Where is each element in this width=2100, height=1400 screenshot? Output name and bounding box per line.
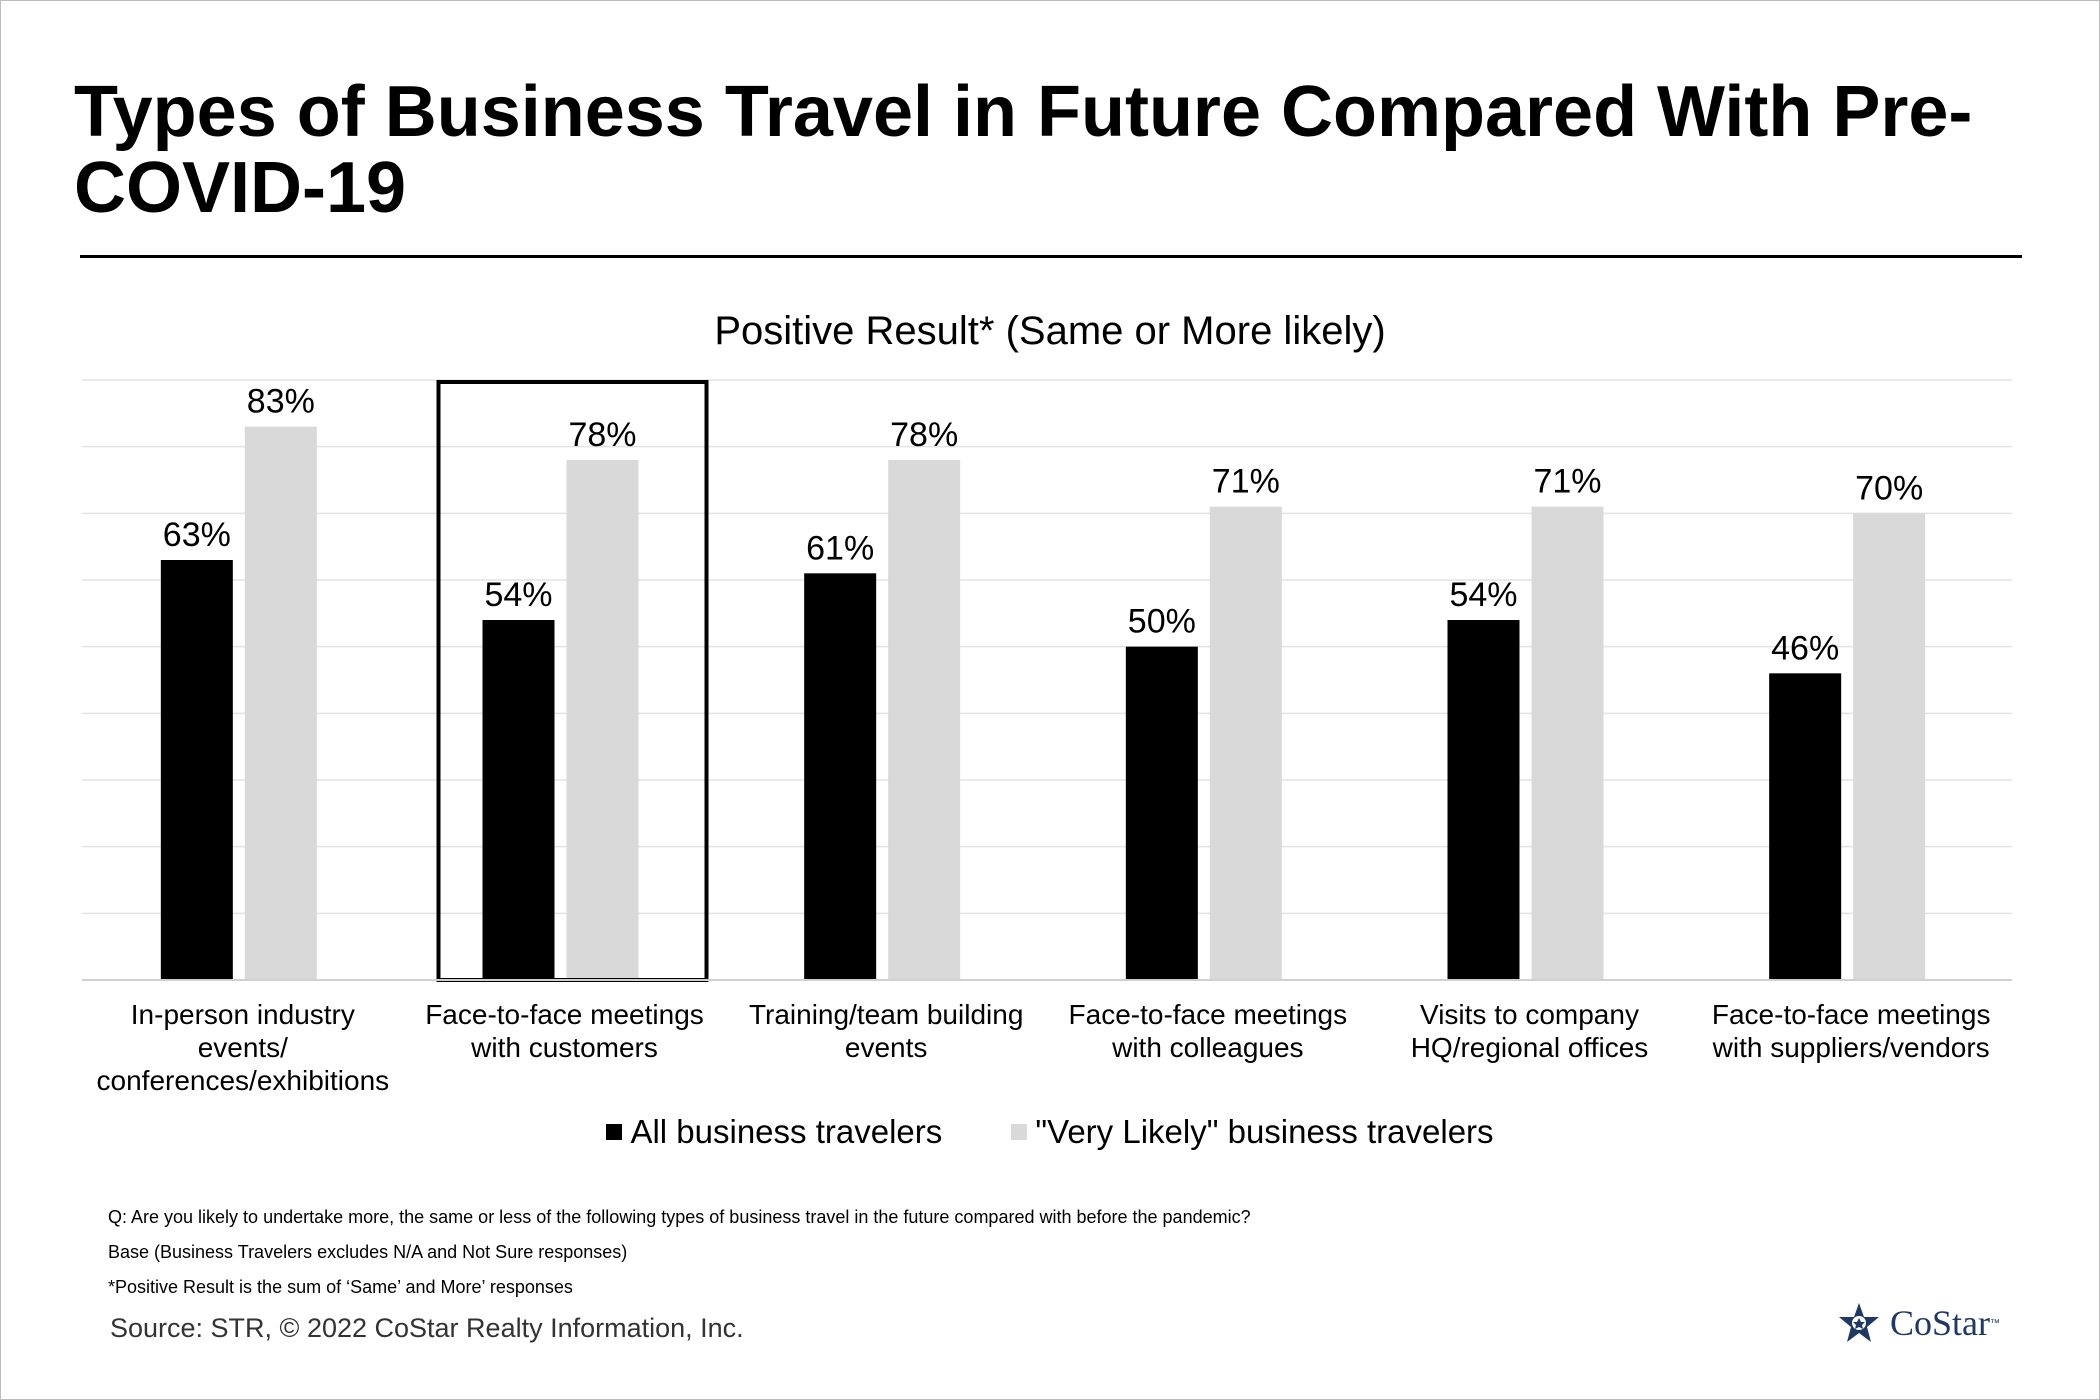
data-label: 54% bbox=[1449, 576, 1517, 614]
costar-star-icon bbox=[1839, 1303, 1879, 1342]
bar bbox=[1769, 673, 1842, 980]
bar bbox=[244, 426, 317, 981]
legend-swatch-all bbox=[606, 1124, 623, 1140]
data-label: 71% bbox=[1212, 463, 1280, 501]
category-label: In-person industry bbox=[131, 999, 355, 1030]
data-label: 61% bbox=[806, 529, 874, 567]
data-label: 46% bbox=[1771, 629, 1839, 667]
logo-trademark: ™ bbox=[1990, 1317, 2001, 1329]
category-label: events bbox=[845, 1032, 928, 1063]
bar bbox=[888, 460, 961, 980]
footnote-base: Base (Business Travelers excludes N/A an… bbox=[108, 1242, 628, 1262]
category-label: HQ/regional offices bbox=[1411, 1032, 1649, 1063]
bar bbox=[160, 560, 233, 980]
chart-subtitle: Positive Result* (Same or More likely) bbox=[714, 309, 1386, 353]
bar bbox=[566, 460, 639, 980]
footnote-question: Q: Are you likely to undertake more, the… bbox=[108, 1207, 1251, 1227]
bar bbox=[1209, 506, 1282, 980]
bar bbox=[804, 573, 877, 980]
title-divider bbox=[80, 255, 2022, 258]
category-label: conferences/exhibitions bbox=[97, 1065, 390, 1096]
bar bbox=[1531, 506, 1604, 980]
legend-item-very-likely: "Very Likely" business travelers bbox=[1011, 1113, 1494, 1151]
legend-swatch-very-likely bbox=[1011, 1124, 1028, 1140]
footnotes: Q: Are you likely to undertake more, the… bbox=[108, 1200, 1808, 1305]
bar bbox=[1125, 646, 1198, 980]
category-label: with suppliers/vendors bbox=[1712, 1032, 1990, 1063]
bar bbox=[482, 620, 555, 980]
category-label: Face-to-face meetings bbox=[1712, 999, 1991, 1030]
category-label: Face-to-face meetings bbox=[1069, 999, 1348, 1030]
data-label: 54% bbox=[484, 576, 552, 614]
source-credit: Source: STR, © 2022 CoStar Realty Inform… bbox=[110, 1313, 744, 1343]
bar bbox=[1447, 620, 1520, 980]
legend-label-very-likely: "Very Likely" business travelers bbox=[1035, 1113, 1494, 1150]
category-label: with colleagues bbox=[1111, 1032, 1303, 1063]
data-label: 63% bbox=[163, 516, 231, 554]
category-label: Face-to-face meetings bbox=[425, 999, 704, 1030]
category-label: with customers bbox=[470, 1032, 658, 1063]
legend-label-all: All business travelers bbox=[630, 1113, 943, 1150]
data-label: 70% bbox=[1855, 469, 1923, 507]
data-label: 83% bbox=[247, 383, 315, 421]
data-label: 78% bbox=[890, 416, 958, 454]
data-label: 78% bbox=[568, 416, 636, 454]
category-label: Visits to company bbox=[1420, 999, 1639, 1030]
costar-logo: CoStar ™ bbox=[1836, 1300, 2000, 1346]
data-label: 71% bbox=[1533, 463, 1601, 501]
chart-legend: All business travelers "Very Likely" bus… bbox=[0, 1113, 2100, 1151]
footnote-positive-result: *Positive Result is the sum of ‘Same’ an… bbox=[108, 1277, 573, 1297]
chart-title: Types of Business Travel in Future Compa… bbox=[74, 72, 1973, 228]
legend-item-all: All business travelers bbox=[606, 1113, 942, 1151]
bar bbox=[1853, 513, 1926, 980]
logo-text: CoStar bbox=[1890, 1303, 1991, 1343]
data-label: 50% bbox=[1128, 603, 1196, 641]
category-label: events/ bbox=[198, 1032, 288, 1063]
category-label: Training/team building bbox=[749, 999, 1023, 1030]
